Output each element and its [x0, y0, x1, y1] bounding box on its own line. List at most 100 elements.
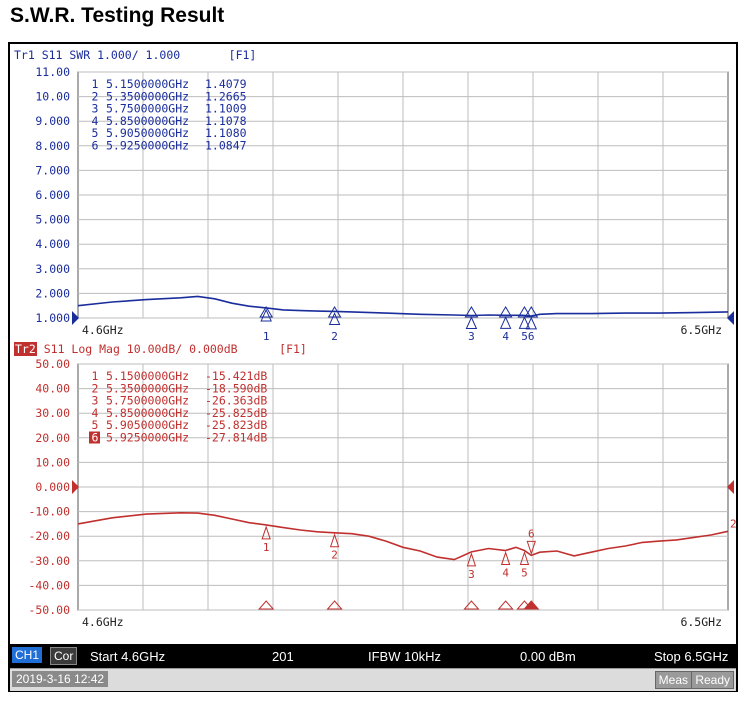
points-count[interactable]: 201	[272, 649, 294, 664]
y-tick-label: -20.00	[28, 529, 70, 543]
marker-table-id: 1	[92, 369, 99, 383]
y-tick-label: 10.00	[35, 90, 70, 104]
trace1-header-tag: [F1]	[228, 48, 257, 62]
trace2-header-text: S11 Log Mag 10.00dB/ 0.000dB	[43, 342, 238, 356]
marker-table-id: 4	[92, 114, 99, 128]
y-tick-label: 0.000	[35, 480, 70, 494]
y-tick-label: -30.00	[28, 554, 70, 568]
y-tick-label: 50.00	[35, 357, 70, 371]
meas-button[interactable]: Meas	[654, 671, 692, 689]
trace1-header[interactable]: Tr1 S11 SWR 1.000/ 1.000 [F1]	[14, 48, 256, 64]
trace-marker-label: 4	[502, 567, 509, 580]
marker-table-id: 5	[92, 126, 99, 140]
trace-marker-5[interactable]	[518, 316, 531, 329]
x-start-label: 4.6GHz	[82, 323, 124, 337]
marker-table-id: 5	[92, 418, 99, 432]
y-tick-label: 4.000	[35, 237, 70, 251]
active-marker-highlight	[89, 431, 100, 444]
y-tick-label: 2.000	[35, 286, 70, 300]
marker-table-value: -15.421dB	[205, 369, 267, 383]
trace-marker-label: 5	[521, 567, 528, 580]
axis-marker-label: 1	[263, 330, 270, 343]
marker-table-id: 1	[92, 77, 99, 91]
reference-arrow-left	[72, 311, 79, 325]
trace2-header[interactable]: Tr2 S11 Log Mag 10.00dB/ 0.000dB [F1]	[14, 342, 307, 358]
trace-marker-1[interactable]	[261, 525, 271, 540]
trace-marker-3[interactable]	[465, 316, 478, 330]
axis-marker-2	[326, 600, 343, 610]
status-bar: CH1 Cor Start 4.6GHz 201 IFBW 10kHz 0.00…	[10, 646, 736, 666]
y-tick-label: 30.00	[35, 406, 70, 420]
axis-marker-6	[523, 600, 540, 610]
marker-table-freq: 5.3500000GHz	[106, 89, 189, 103]
ifbw-value[interactable]: IFBW 10kHz	[368, 649, 441, 664]
marker-table-value: -25.823dB	[205, 418, 267, 432]
marker-table-value: -27.814dB	[205, 431, 267, 445]
channel-badge[interactable]: CH1	[12, 647, 43, 663]
marker-table-id: 4	[92, 406, 99, 420]
trace-marker-label: 2	[331, 549, 338, 562]
y-tick-label: 10.00	[35, 455, 70, 469]
y-tick-label: -40.00	[28, 578, 70, 592]
trace-marker-4[interactable]	[499, 316, 512, 329]
axis-marker-4	[498, 306, 513, 318]
y-tick-label: 5.000	[35, 213, 70, 227]
trace2-header-tag: [F1]	[279, 342, 307, 356]
trace-marker-2[interactable]	[329, 533, 340, 548]
axis-marker-4	[497, 600, 514, 610]
trace-marker-6[interactable]	[526, 540, 536, 556]
reference-arrow-left	[72, 480, 79, 494]
trace-marker-3[interactable]	[466, 552, 477, 567]
trace-marker-1[interactable]	[260, 308, 272, 322]
marker-table-freq: 5.3500000GHz	[106, 381, 189, 395]
reference-arrow-right	[727, 480, 734, 494]
y-tick-label: 11.00	[35, 65, 70, 79]
y-tick-label: 20.00	[35, 431, 70, 445]
info-bar: 2019-3-16 12:42 Meas Ready	[10, 668, 736, 691]
trace-marker-4[interactable]	[500, 550, 511, 566]
marker-table-freq: 5.8500000GHz	[106, 114, 189, 128]
marker-table-id: 3	[92, 102, 99, 116]
x-stop-label: 6.5GHz	[680, 615, 722, 629]
marker-table-id: 2	[92, 381, 99, 395]
marker-table-value: -25.825dB	[205, 406, 267, 420]
power-level[interactable]: 0.00 dBm	[520, 649, 576, 664]
marker-table-freq: 5.7500000GHz	[106, 102, 189, 116]
y-tick-label: 9.000	[35, 114, 70, 128]
y-tick-label: 40.00	[35, 382, 70, 396]
marker-table-freq: 5.8500000GHz	[106, 406, 189, 420]
marker-table-value: -18.590dB	[205, 381, 267, 395]
trace-marker-label: 1	[263, 541, 270, 554]
trace-marker-6[interactable]	[525, 316, 538, 330]
marker-table-value: 1.1078	[205, 114, 247, 128]
marker-table-value: 1.4079	[205, 77, 247, 91]
series-line-1	[77, 295, 729, 317]
series-line-2	[77, 511, 729, 561]
stop-frequency[interactable]: Stop 6.5GHz	[654, 649, 729, 664]
trace-marker-label: 6	[528, 527, 535, 540]
y-tick-label: 7.000	[35, 163, 70, 177]
x-stop-label: 6.5GHz	[680, 323, 722, 337]
axis-marker-label: 56	[521, 330, 534, 343]
marker-table-freq: 5.1500000GHz	[106, 369, 189, 383]
trace2-id-badge: Tr2	[14, 342, 37, 356]
right-edge-marker-label: 2	[730, 517, 737, 530]
trace-marker-5[interactable]	[519, 550, 530, 566]
marker-table-freq: 5.7500000GHz	[106, 394, 189, 408]
trace-marker-2[interactable]	[328, 312, 341, 325]
axis-marker-2	[327, 306, 342, 318]
marker-table-freq: 5.9250000GHz	[106, 139, 189, 153]
x-start-label: 4.6GHz	[82, 615, 124, 629]
page-title: S.W.R. Testing Result	[10, 4, 225, 27]
marker-table-id: 2	[92, 89, 99, 103]
y-tick-label: 3.000	[35, 262, 70, 276]
axis-marker-6	[524, 306, 539, 318]
axis-marker-3	[463, 600, 480, 610]
marker-table-value: 1.1009	[205, 102, 247, 116]
marker-table-freq: 5.9250000GHz	[106, 431, 189, 445]
marker-table-value: 1.2665	[205, 89, 247, 103]
start-frequency[interactable]: Start 4.6GHz	[90, 649, 166, 664]
correction-badge[interactable]: Cor	[50, 647, 78, 665]
axis-marker-1	[259, 306, 274, 318]
